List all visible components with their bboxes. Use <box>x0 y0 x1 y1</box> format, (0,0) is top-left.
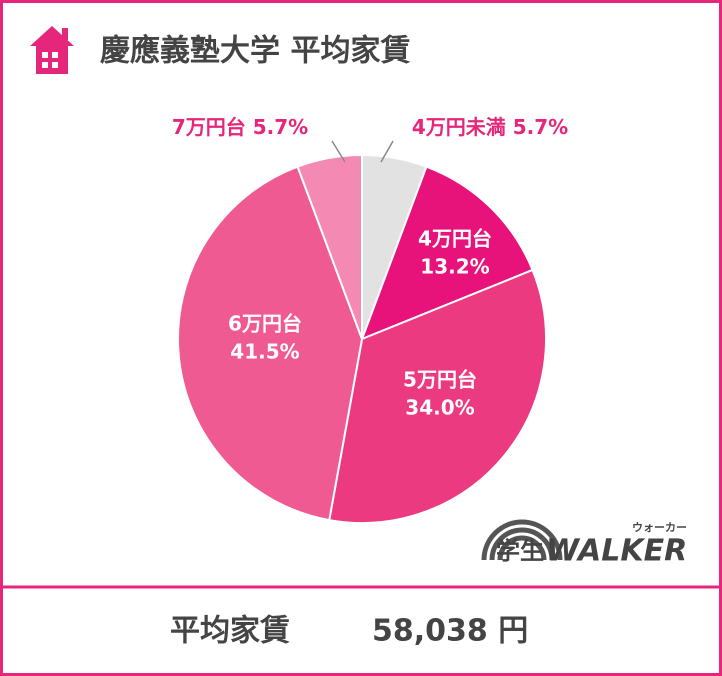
value-label: 34.0% <box>405 396 474 420</box>
value-label: 5.7% <box>253 115 308 139</box>
slice-label: 4万円台 <box>418 227 492 251</box>
pie-slice <box>177 165 364 522</box>
logo-text: 学生 <box>496 537 544 565</box>
value-label: 13.2% <box>420 255 489 279</box>
pie <box>177 153 547 524</box>
house-icon <box>30 26 74 74</box>
value-label: 41.5% <box>230 340 299 364</box>
slice-label: 6万円台 <box>228 312 302 336</box>
chart-title: 慶應義塾大学 平均家賃 <box>100 34 410 69</box>
logo: 学生 WALKER ウォーカー <box>481 519 687 569</box>
slice-label: 7万円台 <box>172 115 246 139</box>
slice-label-group: 4万円未満 5.7% <box>412 115 568 139</box>
footer-value: 58,038 円 <box>372 614 528 649</box>
pie-slice <box>360 165 534 341</box>
slice-label: 5万円台 <box>403 368 477 392</box>
logo-brand: WALKER <box>546 534 687 569</box>
slice-label-group: 7万円台 5.7% <box>172 115 308 139</box>
footer-label: 平均家賃 <box>170 614 290 649</box>
slice-label: 4万円未満 <box>412 115 506 139</box>
pie-slice <box>328 268 547 524</box>
leader-line <box>331 140 346 163</box>
leader-line <box>380 140 394 163</box>
logo-reading: ウォーカー <box>632 521 687 534</box>
pie-slice <box>296 153 363 340</box>
value-label: 5.7% <box>513 115 568 139</box>
